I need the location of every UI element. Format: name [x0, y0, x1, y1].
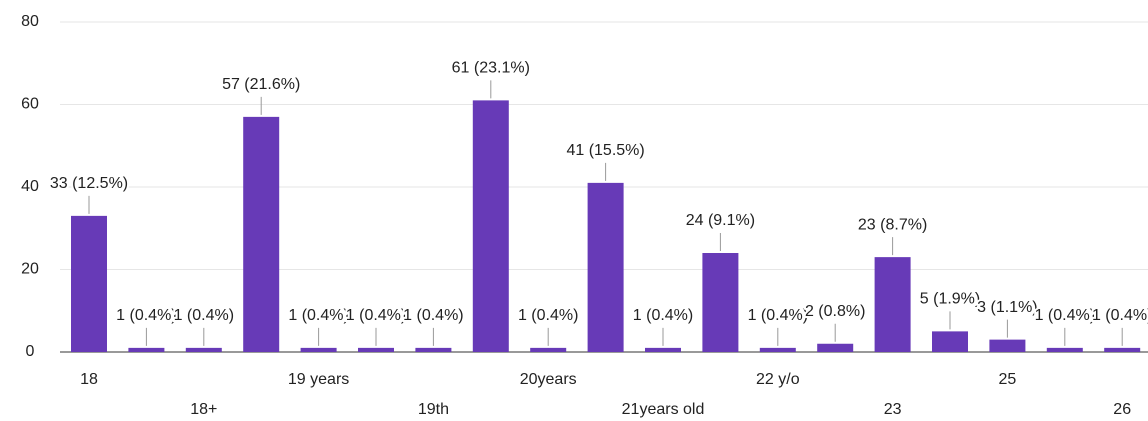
y-tick-label: 0	[26, 343, 35, 360]
x-tick-label: 25	[999, 371, 1017, 388]
value-label: 1 (0.4%)	[116, 307, 176, 324]
x-tick-label: 19 years	[288, 371, 349, 388]
value-label: 1 (0.4%)	[633, 307, 693, 324]
y-tick-label: 80	[21, 13, 39, 30]
value-label: 2 (0.8%)	[805, 303, 865, 320]
value-label: 1 (0.4%)	[403, 307, 463, 324]
bar	[472, 100, 509, 352]
bar	[415, 347, 452, 352]
bar	[71, 215, 107, 352]
bar	[759, 347, 796, 352]
value-label: 61 (23.1%)	[452, 60, 530, 77]
value-label: 57 (21.6%)	[222, 76, 300, 93]
bar	[1104, 347, 1141, 352]
bar	[358, 347, 394, 352]
bar	[817, 343, 854, 352]
bar	[645, 347, 681, 352]
bar	[587, 182, 624, 352]
x-tick-label: 26	[1113, 401, 1131, 418]
value-label: 1 (0.4%)	[1092, 307, 1148, 324]
bar	[1046, 347, 1083, 352]
value-label: 1 (0.4%)	[748, 307, 808, 324]
bar	[989, 339, 1026, 352]
bar	[932, 331, 968, 352]
bar	[185, 347, 222, 352]
y-tick-label: 60	[21, 96, 39, 113]
value-label: 41 (15.5%)	[566, 142, 644, 159]
y-tick-label: 40	[21, 178, 39, 195]
x-tick-label: 18+	[190, 401, 217, 418]
x-tick-label: 19th	[418, 401, 449, 418]
value-label: 24 (9.1%)	[686, 212, 755, 229]
value-label: 3 (1.1%)	[977, 299, 1037, 316]
bar	[300, 347, 337, 352]
bar	[243, 116, 280, 352]
value-label: 1 (0.4%)	[1035, 307, 1095, 324]
value-label: 23 (8.7%)	[858, 216, 927, 233]
bar	[530, 347, 567, 352]
value-label: 1 (0.4%)	[346, 307, 406, 324]
bar	[702, 253, 739, 352]
value-label: 1 (0.4%)	[174, 307, 234, 324]
value-label: 5 (1.9%)	[920, 291, 980, 308]
x-tick-label: 23	[884, 401, 902, 418]
value-label: 1 (0.4%)	[288, 307, 348, 324]
x-tick-label: 21years old	[622, 401, 705, 418]
y-tick-label: 20	[21, 261, 39, 278]
value-label: 33 (12.5%)	[50, 175, 128, 192]
bar	[128, 347, 165, 352]
bar	[874, 257, 911, 352]
x-tick-label: 22 y/o	[756, 371, 800, 388]
value-label: 1 (0.4%)	[518, 307, 578, 324]
x-tick-label: 18	[80, 371, 98, 388]
x-tick-label: 20years	[520, 371, 577, 388]
